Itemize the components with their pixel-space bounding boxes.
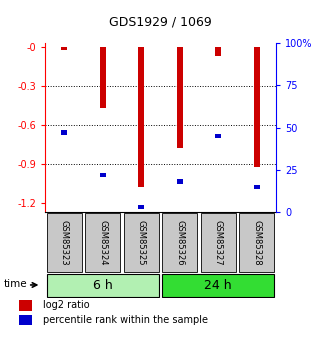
Bar xyxy=(254,47,260,167)
Bar xyxy=(47,213,82,272)
Bar xyxy=(162,274,274,297)
Bar xyxy=(215,47,221,56)
Bar xyxy=(124,213,159,272)
Bar xyxy=(61,130,67,135)
Bar xyxy=(254,185,260,189)
Bar xyxy=(100,173,106,177)
Bar xyxy=(138,205,144,209)
Bar xyxy=(19,300,32,311)
Text: time: time xyxy=(4,279,27,289)
Text: GDS1929 / 1069: GDS1929 / 1069 xyxy=(109,16,212,29)
Bar xyxy=(239,213,274,272)
Text: percentile rank within the sample: percentile rank within the sample xyxy=(43,315,208,325)
Bar xyxy=(215,134,221,138)
Bar xyxy=(19,315,32,325)
Bar xyxy=(177,47,183,148)
Text: GSM85324: GSM85324 xyxy=(98,220,107,265)
Text: GSM85323: GSM85323 xyxy=(60,219,69,265)
Text: 6 h: 6 h xyxy=(93,279,113,292)
Text: GSM85328: GSM85328 xyxy=(252,219,261,265)
Bar xyxy=(177,179,183,184)
Text: GSM85327: GSM85327 xyxy=(214,219,223,265)
Bar xyxy=(201,213,236,272)
Bar xyxy=(100,47,106,108)
Text: GSM85325: GSM85325 xyxy=(137,220,146,265)
Bar xyxy=(61,47,67,50)
Text: GSM85326: GSM85326 xyxy=(175,219,184,265)
Bar xyxy=(162,213,197,272)
Bar xyxy=(85,213,120,272)
Text: log2 ratio: log2 ratio xyxy=(43,300,90,310)
Text: 24 h: 24 h xyxy=(204,279,232,292)
Bar xyxy=(138,47,144,187)
Bar xyxy=(47,274,159,297)
